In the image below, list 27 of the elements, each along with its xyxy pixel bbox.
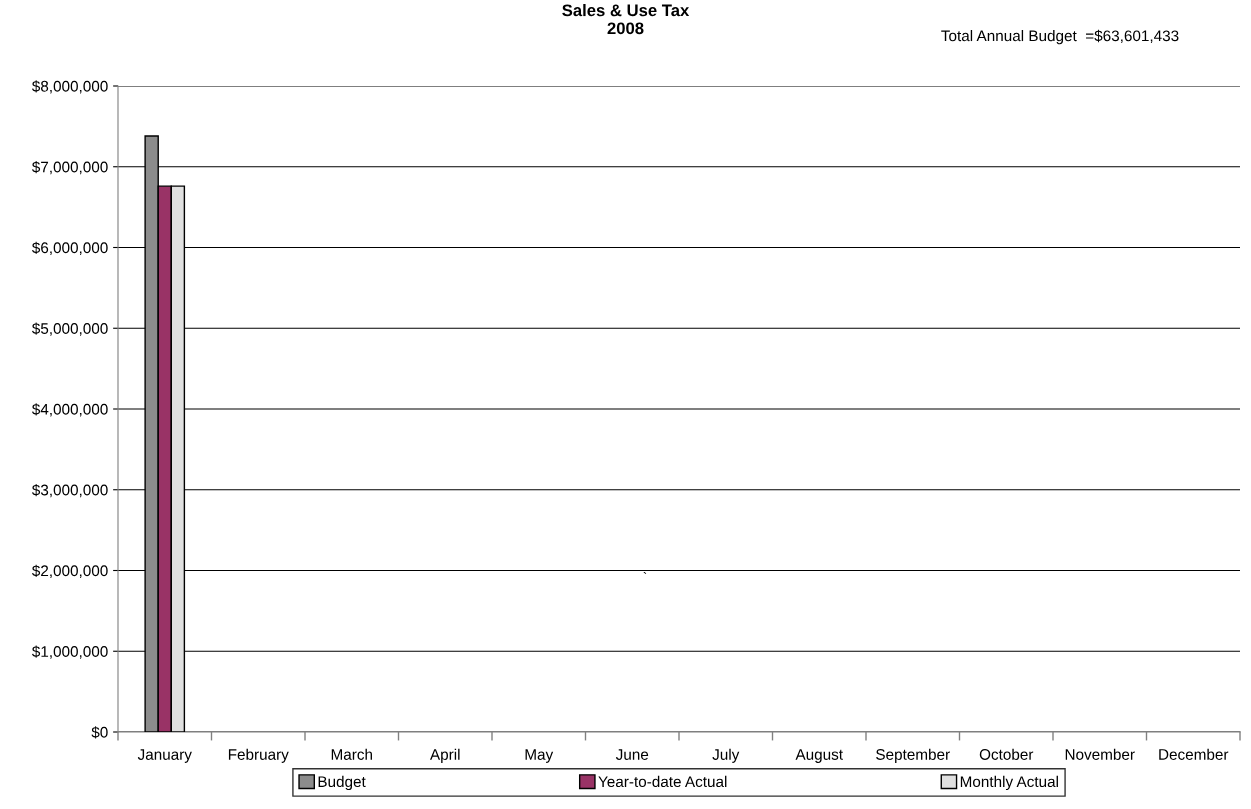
x-tick-label: January bbox=[137, 749, 192, 763]
legend-label: Budget bbox=[318, 775, 366, 791]
y-tick-label: $7,000,000 bbox=[31, 160, 108, 175]
x-tick-label: May bbox=[525, 749, 554, 763]
annotation: ` bbox=[643, 572, 647, 574]
x-tick-label: September bbox=[876, 748, 950, 763]
x-tick-label: November bbox=[1065, 748, 1135, 760]
x-tick-label: April bbox=[430, 748, 460, 763]
y-tick-label: $4,000,000 bbox=[31, 403, 108, 417]
x-tick-label: February bbox=[228, 748, 289, 763]
x-tick-label: June bbox=[615, 749, 649, 760]
text: Total Annual Budget =$63,601,433 bbox=[941, 29, 1179, 45]
x-tick-label: July bbox=[712, 748, 740, 763]
y-tick-label: $1,000,000 bbox=[31, 645, 108, 659]
y-tick-label: $2,000,000 bbox=[31, 564, 108, 578]
legend-label: Monthly Actual bbox=[960, 775, 1058, 791]
chart-title: Sales & Use Tax 2008 bbox=[562, 4, 690, 35]
y-tick-label: $8,000,000 bbox=[31, 80, 108, 94]
y-tick-label: $6,000,000 bbox=[31, 241, 108, 255]
x-tick-label: December bbox=[1159, 748, 1229, 760]
y-tick-label: $0 bbox=[91, 726, 108, 739]
y-tick-label: $5,000,000 bbox=[31, 322, 108, 336]
x-tick-label: October bbox=[979, 748, 1034, 760]
x-tick-label: March bbox=[331, 748, 372, 760]
legend-label: Year-to-date Actual bbox=[598, 775, 727, 788]
x-tick-label: August bbox=[795, 749, 843, 763]
y-tick-label: $3,000,000 bbox=[31, 483, 108, 498]
